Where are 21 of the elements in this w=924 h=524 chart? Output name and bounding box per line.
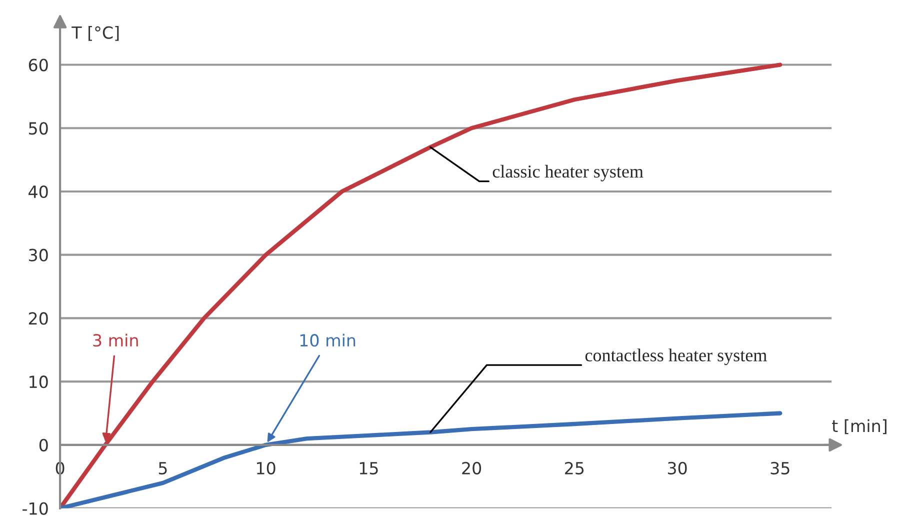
x-tick-label: 5	[158, 462, 167, 474]
y-tick-label: 60	[28, 58, 48, 72]
y-tick-label: 30	[29, 248, 48, 262]
x-tick-label: 10	[257, 462, 276, 474]
x-tick-label: 15	[360, 462, 378, 474]
text: classic heater system	[492, 164, 644, 182]
y-tick-label: 40	[28, 185, 48, 198]
y-tick-label: 50	[29, 122, 48, 135]
y-tick-label: 10	[30, 376, 48, 388]
x-axis-title: t [min]	[832, 419, 886, 434]
y-tick-label: -10	[22, 502, 48, 515]
annotation: 3 min	[93, 334, 138, 347]
text: contactless heater system	[585, 348, 767, 366]
annotation: 10 min	[300, 334, 356, 347]
x-tick-label: 35	[770, 462, 790, 474]
x-tick-label: 20	[462, 462, 482, 474]
x-tick-label: 30	[668, 462, 687, 474]
x-tick-label: 25	[565, 462, 584, 474]
y-tick-label: 20	[28, 312, 48, 325]
y-tick-label: 0	[39, 438, 48, 452]
y-axis-title: T [°C]	[72, 26, 119, 41]
